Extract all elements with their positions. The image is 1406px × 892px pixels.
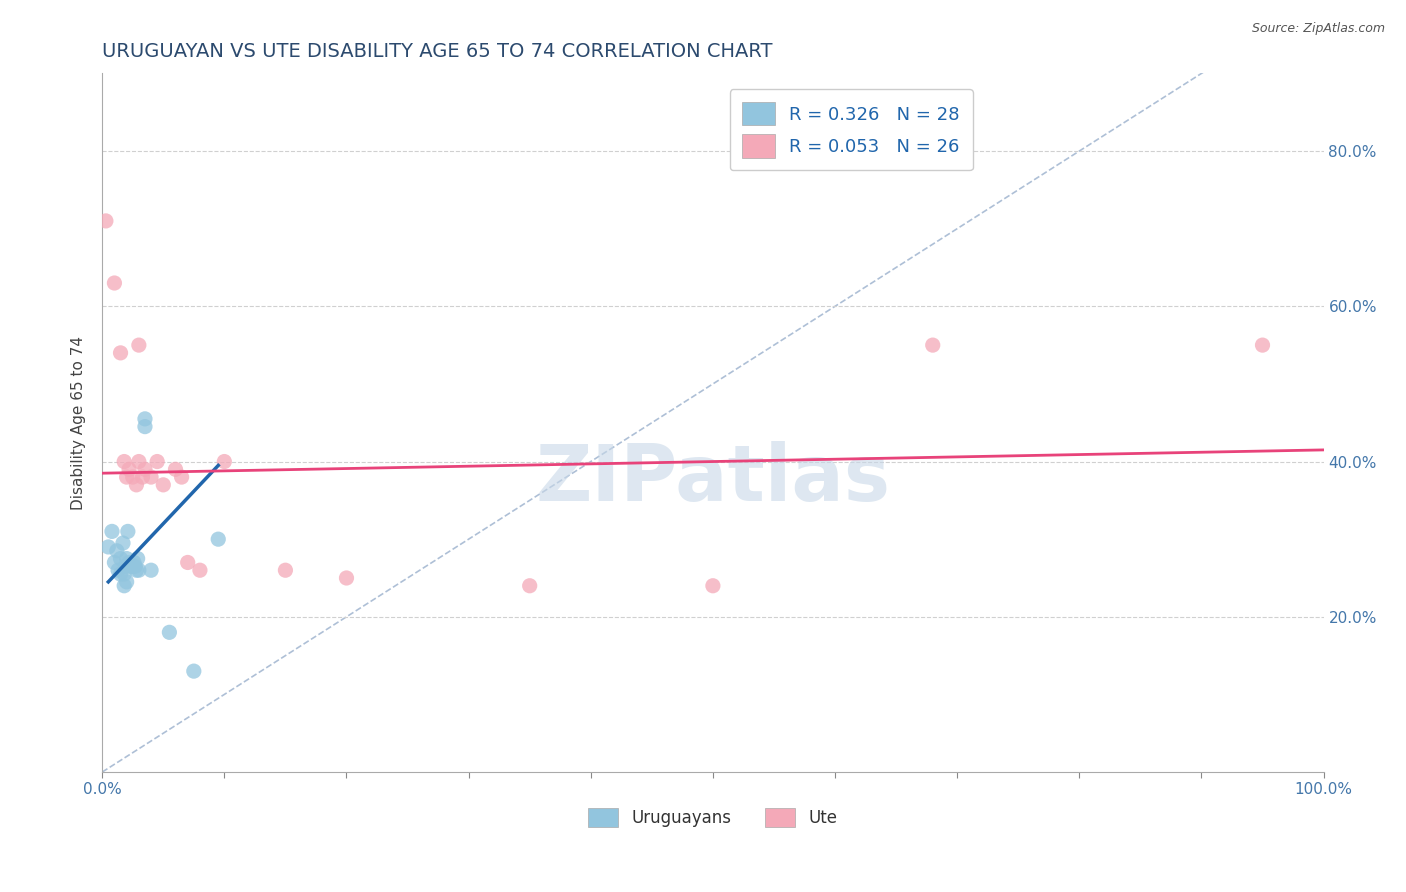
Point (128, 338, 150, 352)
Point (118, 462, 141, 476)
Point (122, 556, 145, 570)
Point (107, 563, 129, 577)
Point (1251, 338, 1274, 352)
Point (121, 559, 143, 574)
Point (110, 567, 132, 582)
Point (921, 338, 943, 352)
Point (117, 524, 139, 539)
Point (121, 470, 143, 484)
Point (146, 454, 169, 468)
Point (105, 544, 128, 558)
Point (139, 563, 162, 577)
Point (110, 346, 132, 360)
Point (101, 524, 124, 539)
Point (188, 563, 211, 577)
Y-axis label: Disability Age 65 to 74: Disability Age 65 to 74 (72, 335, 86, 509)
Point (127, 551, 149, 566)
Point (94, 214, 117, 228)
Point (112, 567, 135, 582)
Point (103, 276, 125, 290)
Legend: Uruguayans, Ute: Uruguayans, Ute (582, 801, 844, 834)
Point (170, 470, 193, 484)
Text: ZIPatlas: ZIPatlas (536, 441, 890, 516)
Point (118, 556, 141, 570)
Point (134, 412, 156, 426)
Point (97, 540, 120, 554)
Point (134, 462, 156, 476)
Point (112, 579, 135, 593)
Point (207, 532, 229, 546)
Point (103, 556, 125, 570)
Point (114, 559, 136, 574)
Point (335, 571, 357, 585)
Text: URUGUAYAN VS UTE DISABILITY AGE 65 TO 74 CORRELATION CHART: URUGUAYAN VS UTE DISABILITY AGE 65 TO 74… (103, 42, 773, 61)
Point (128, 563, 150, 577)
Point (152, 478, 174, 492)
Point (157, 625, 180, 640)
Point (274, 563, 297, 577)
Point (120, 559, 142, 574)
Point (125, 563, 148, 577)
Point (131, 470, 153, 484)
Point (139, 470, 162, 484)
Text: Source: ZipAtlas.com: Source: ZipAtlas.com (1251, 22, 1385, 36)
Point (125, 478, 148, 492)
Point (128, 454, 150, 468)
Point (183, 664, 205, 678)
Point (702, 579, 724, 593)
Point (115, 574, 138, 589)
Point (519, 579, 541, 593)
Point (124, 559, 146, 574)
Point (165, 462, 187, 476)
Point (177, 556, 200, 570)
Point (112, 454, 135, 468)
Point (115, 470, 138, 484)
Point (111, 536, 134, 550)
Point (110, 551, 132, 566)
Point (134, 419, 156, 434)
Point (214, 454, 236, 468)
Point (115, 551, 138, 566)
